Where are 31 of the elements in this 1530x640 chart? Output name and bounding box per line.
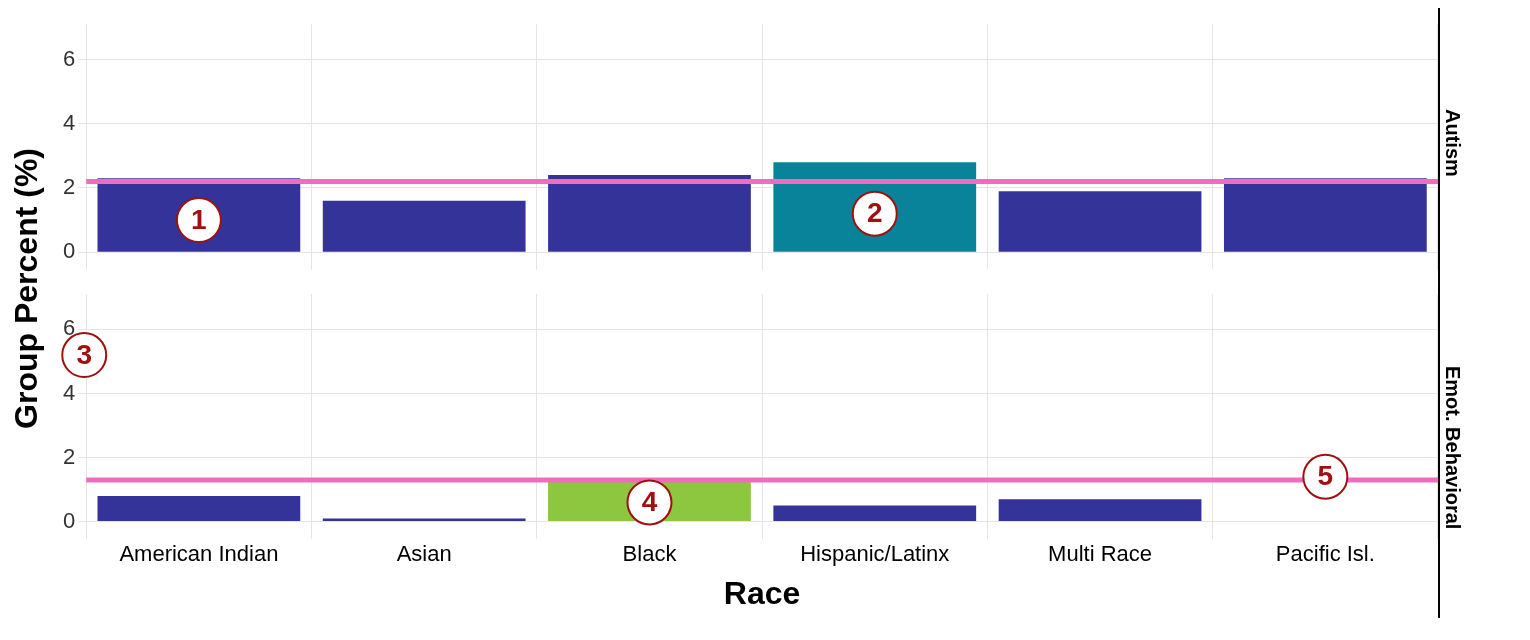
bar bbox=[1223, 178, 1427, 252]
x-tick-label: Asian bbox=[396, 541, 452, 567]
bar bbox=[322, 518, 526, 522]
y-tick-label: 4 bbox=[62, 109, 76, 135]
bar bbox=[998, 499, 1202, 522]
text: Autism bbox=[1440, 109, 1464, 177]
annotation: 2 bbox=[866, 197, 883, 229]
x-tick-label: Multi Race bbox=[1048, 541, 1153, 567]
y-tick-label: 0 bbox=[62, 238, 76, 264]
y-tick-label: 4 bbox=[62, 379, 76, 405]
annotation: 3 bbox=[76, 338, 93, 370]
y-tick-label: 6 bbox=[62, 315, 76, 341]
bar bbox=[773, 505, 977, 522]
x-tick-label: Pacific Isl. bbox=[1275, 541, 1375, 567]
x-tick-label: Black bbox=[622, 541, 678, 567]
bar bbox=[97, 495, 301, 522]
bar bbox=[322, 200, 526, 252]
y-tick-label: 6 bbox=[62, 45, 76, 71]
bar bbox=[548, 175, 751, 252]
y-axis-title: Group Percent (%) bbox=[8, 147, 45, 429]
y-tick-label: 2 bbox=[62, 174, 76, 200]
annotation: 5 bbox=[1317, 460, 1334, 492]
annotation: 4 bbox=[641, 486, 658, 518]
bar bbox=[998, 191, 1202, 252]
y-tick-label: 2 bbox=[62, 443, 76, 469]
text: Emot. Behavioral bbox=[1440, 366, 1464, 530]
x-tick-label: Hispanic/Latinx bbox=[800, 541, 950, 567]
y-tick-label: 0 bbox=[62, 507, 76, 533]
annotation: 1 bbox=[191, 203, 207, 235]
x-tick-label: American Indian bbox=[119, 541, 279, 567]
x-axis-title: Race bbox=[723, 574, 801, 611]
